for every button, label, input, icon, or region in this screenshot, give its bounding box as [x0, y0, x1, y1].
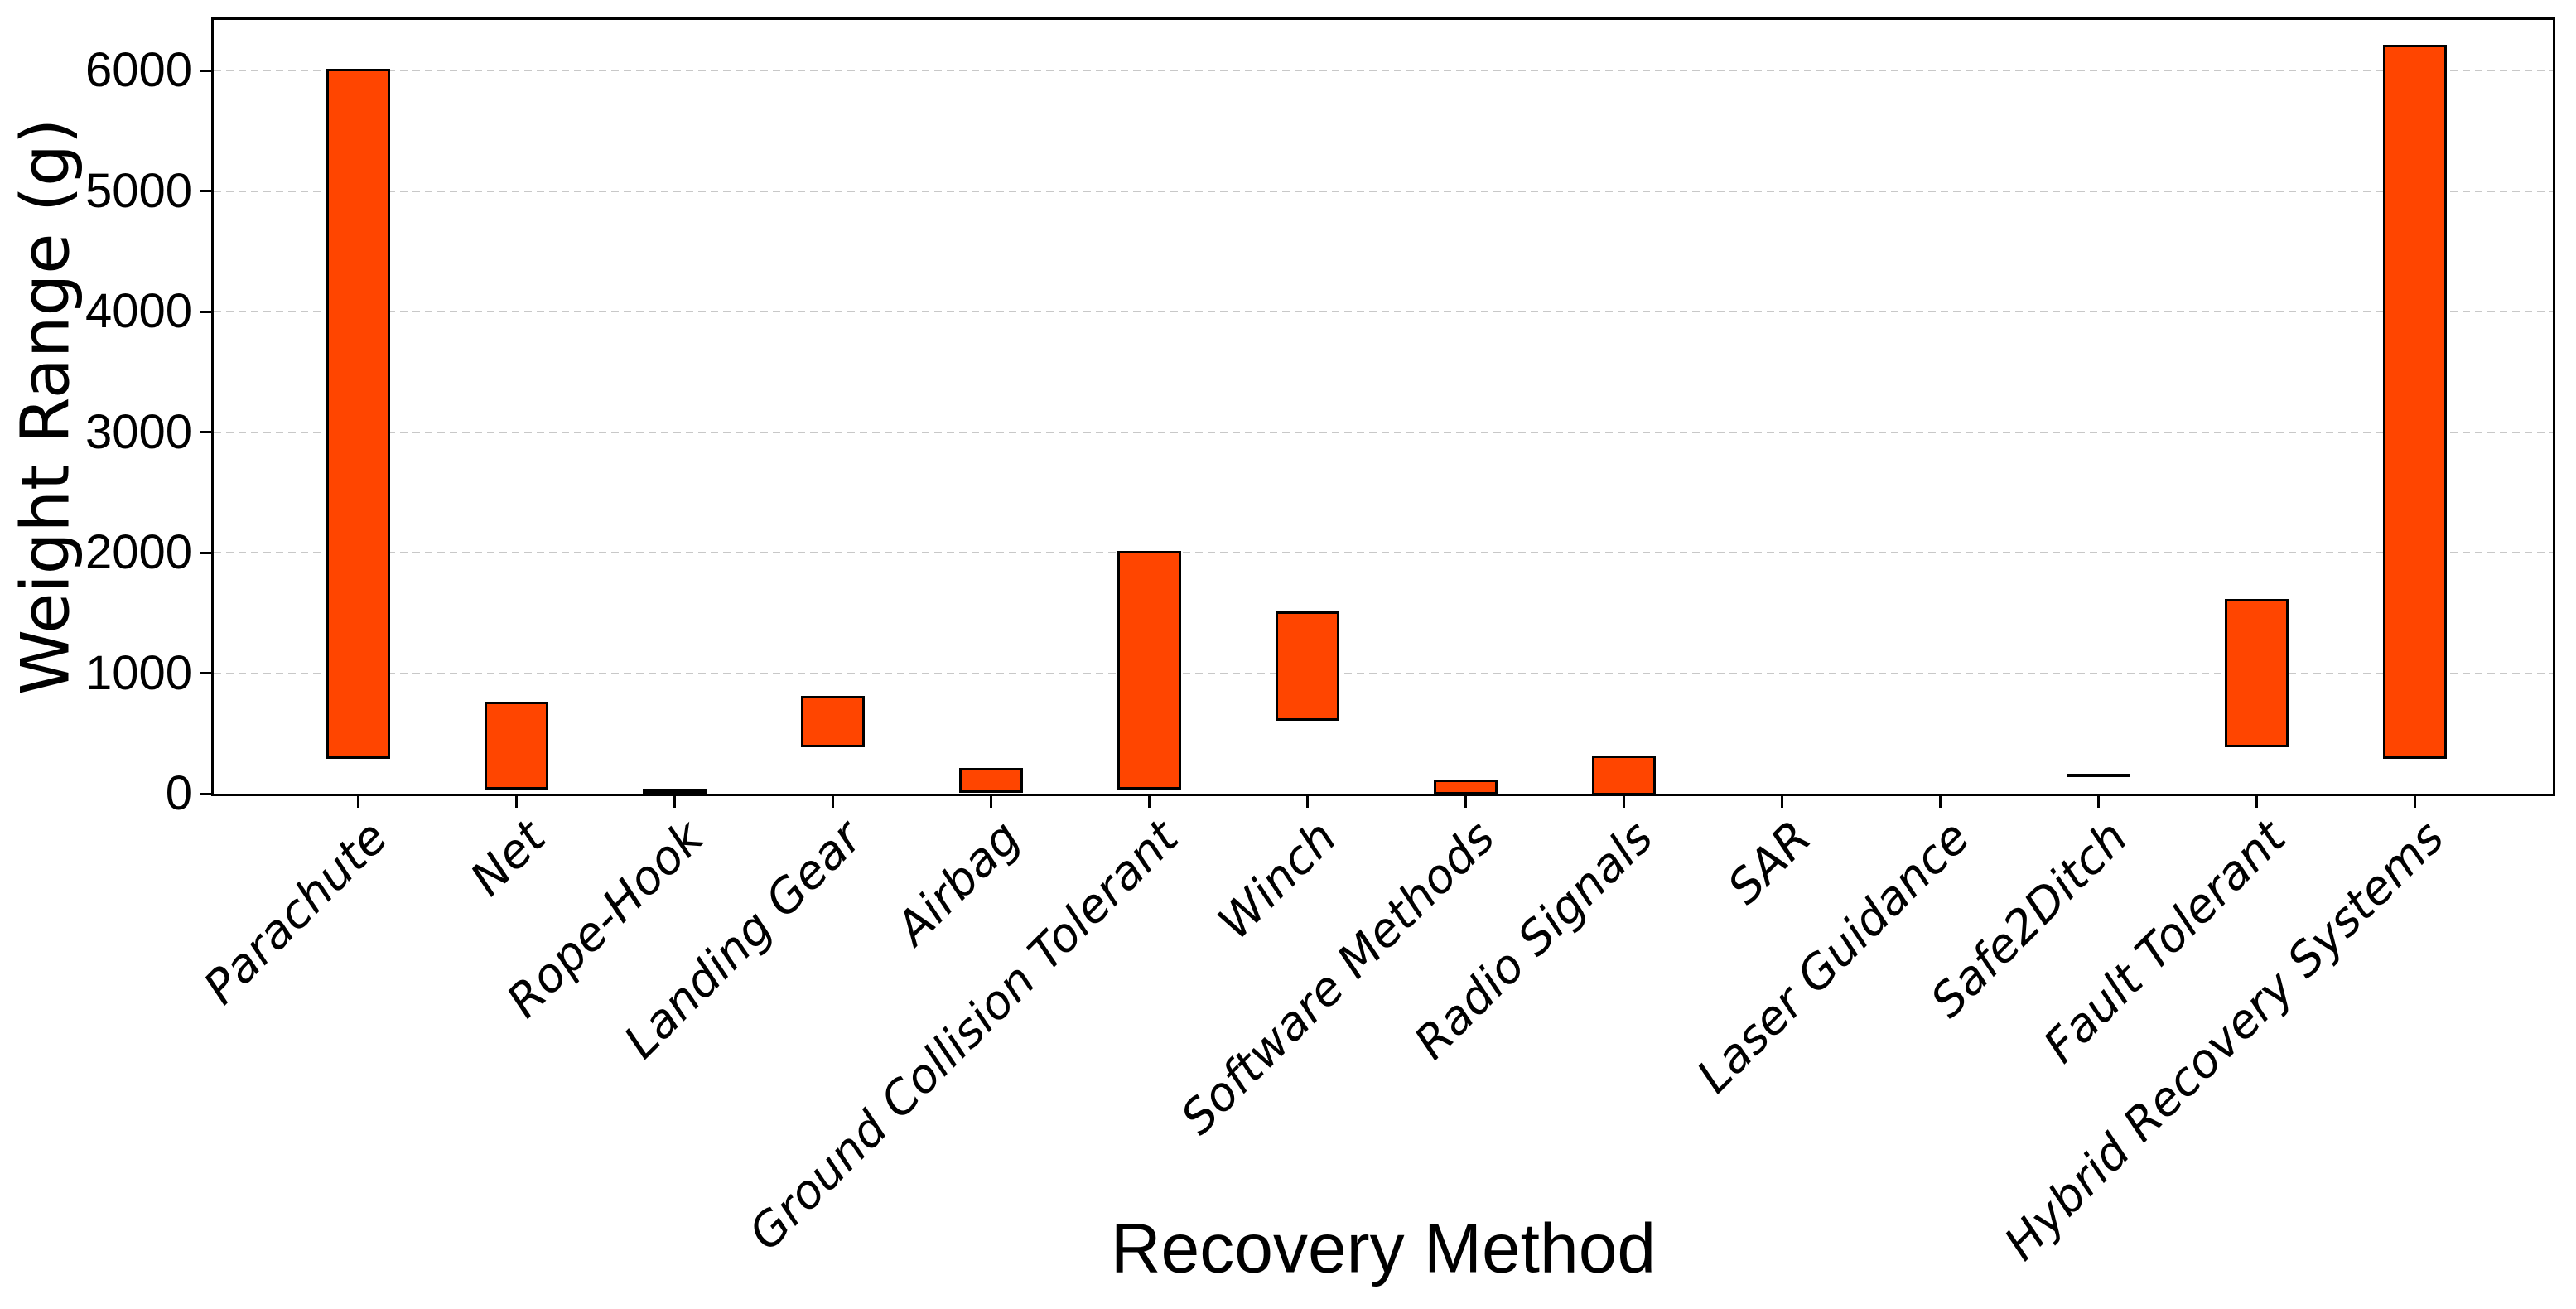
gridline-y-5000 [214, 190, 2553, 192]
y-tick-label-0: 0 [165, 766, 192, 820]
x-tick-mark-fault-tolerant [2255, 796, 2258, 808]
y-tick-mark-3000 [200, 431, 211, 434]
x-tick-mark-laser-guidance [1938, 796, 1942, 808]
gridline-y-1000 [214, 672, 2553, 674]
x-tick-mark-sar [1780, 796, 1783, 808]
gridline-y-4000 [214, 311, 2553, 313]
bar-landing-gear [800, 695, 865, 747]
x-tick-mark-safe2ditch [2096, 796, 2100, 808]
x-tick-mark-winch [1305, 796, 1309, 808]
y-tick-label-6000: 6000 [84, 43, 192, 98]
y-tick-mark-0 [200, 792, 211, 795]
x-tick-mark-parachute [356, 796, 359, 808]
bar-radio-signals [1591, 756, 1656, 795]
y-tick-mark-5000 [200, 190, 211, 193]
bar-fault-tolerant [2224, 599, 2289, 747]
bar-ground-collision-tolerant [1117, 551, 1181, 790]
y-tick-mark-2000 [200, 551, 211, 554]
gridline-y-3000 [214, 431, 2553, 433]
gridline-y-2000 [214, 552, 2553, 554]
y-tick-label-1000: 1000 [84, 645, 192, 700]
bar-safe2ditch [2066, 774, 2130, 778]
x-tick-mark-radio-signals [1622, 796, 1625, 808]
bar-hybrid-recovery-systems [2382, 45, 2447, 760]
bar-net [484, 701, 548, 790]
y-tick-mark-4000 [200, 310, 211, 313]
x-tick-mark-net [514, 796, 518, 808]
x-tick-mark-airbag [989, 796, 992, 808]
bar-rope-hook [642, 789, 707, 795]
bar-winch [1275, 611, 1339, 721]
x-tick-mark-software-methods [1464, 796, 1467, 808]
y-tick-label-3000: 3000 [84, 404, 192, 459]
x-tick-mark-hybrid-recovery-systems [2413, 796, 2416, 808]
x-tick-mark-ground-collision-tolerant [1147, 796, 1151, 808]
x-tick-mark-rope-hook [673, 796, 676, 808]
x-axis-title: Recovery Method [1110, 1209, 1657, 1287]
y-tick-mark-6000 [200, 69, 211, 72]
gridline-y-6000 [214, 70, 2553, 72]
bar-airbag [958, 767, 1023, 794]
x-tick-mark-landing-gear [831, 796, 834, 808]
plot-area [211, 17, 2555, 796]
bar-software-methods [1433, 780, 1498, 795]
bar-parachute [326, 69, 390, 760]
y-tick-label-2000: 2000 [84, 525, 192, 580]
y-tick-label-4000: 4000 [84, 284, 192, 339]
y-tick-label-5000: 5000 [84, 163, 192, 218]
y-tick-mark-1000 [200, 672, 211, 675]
